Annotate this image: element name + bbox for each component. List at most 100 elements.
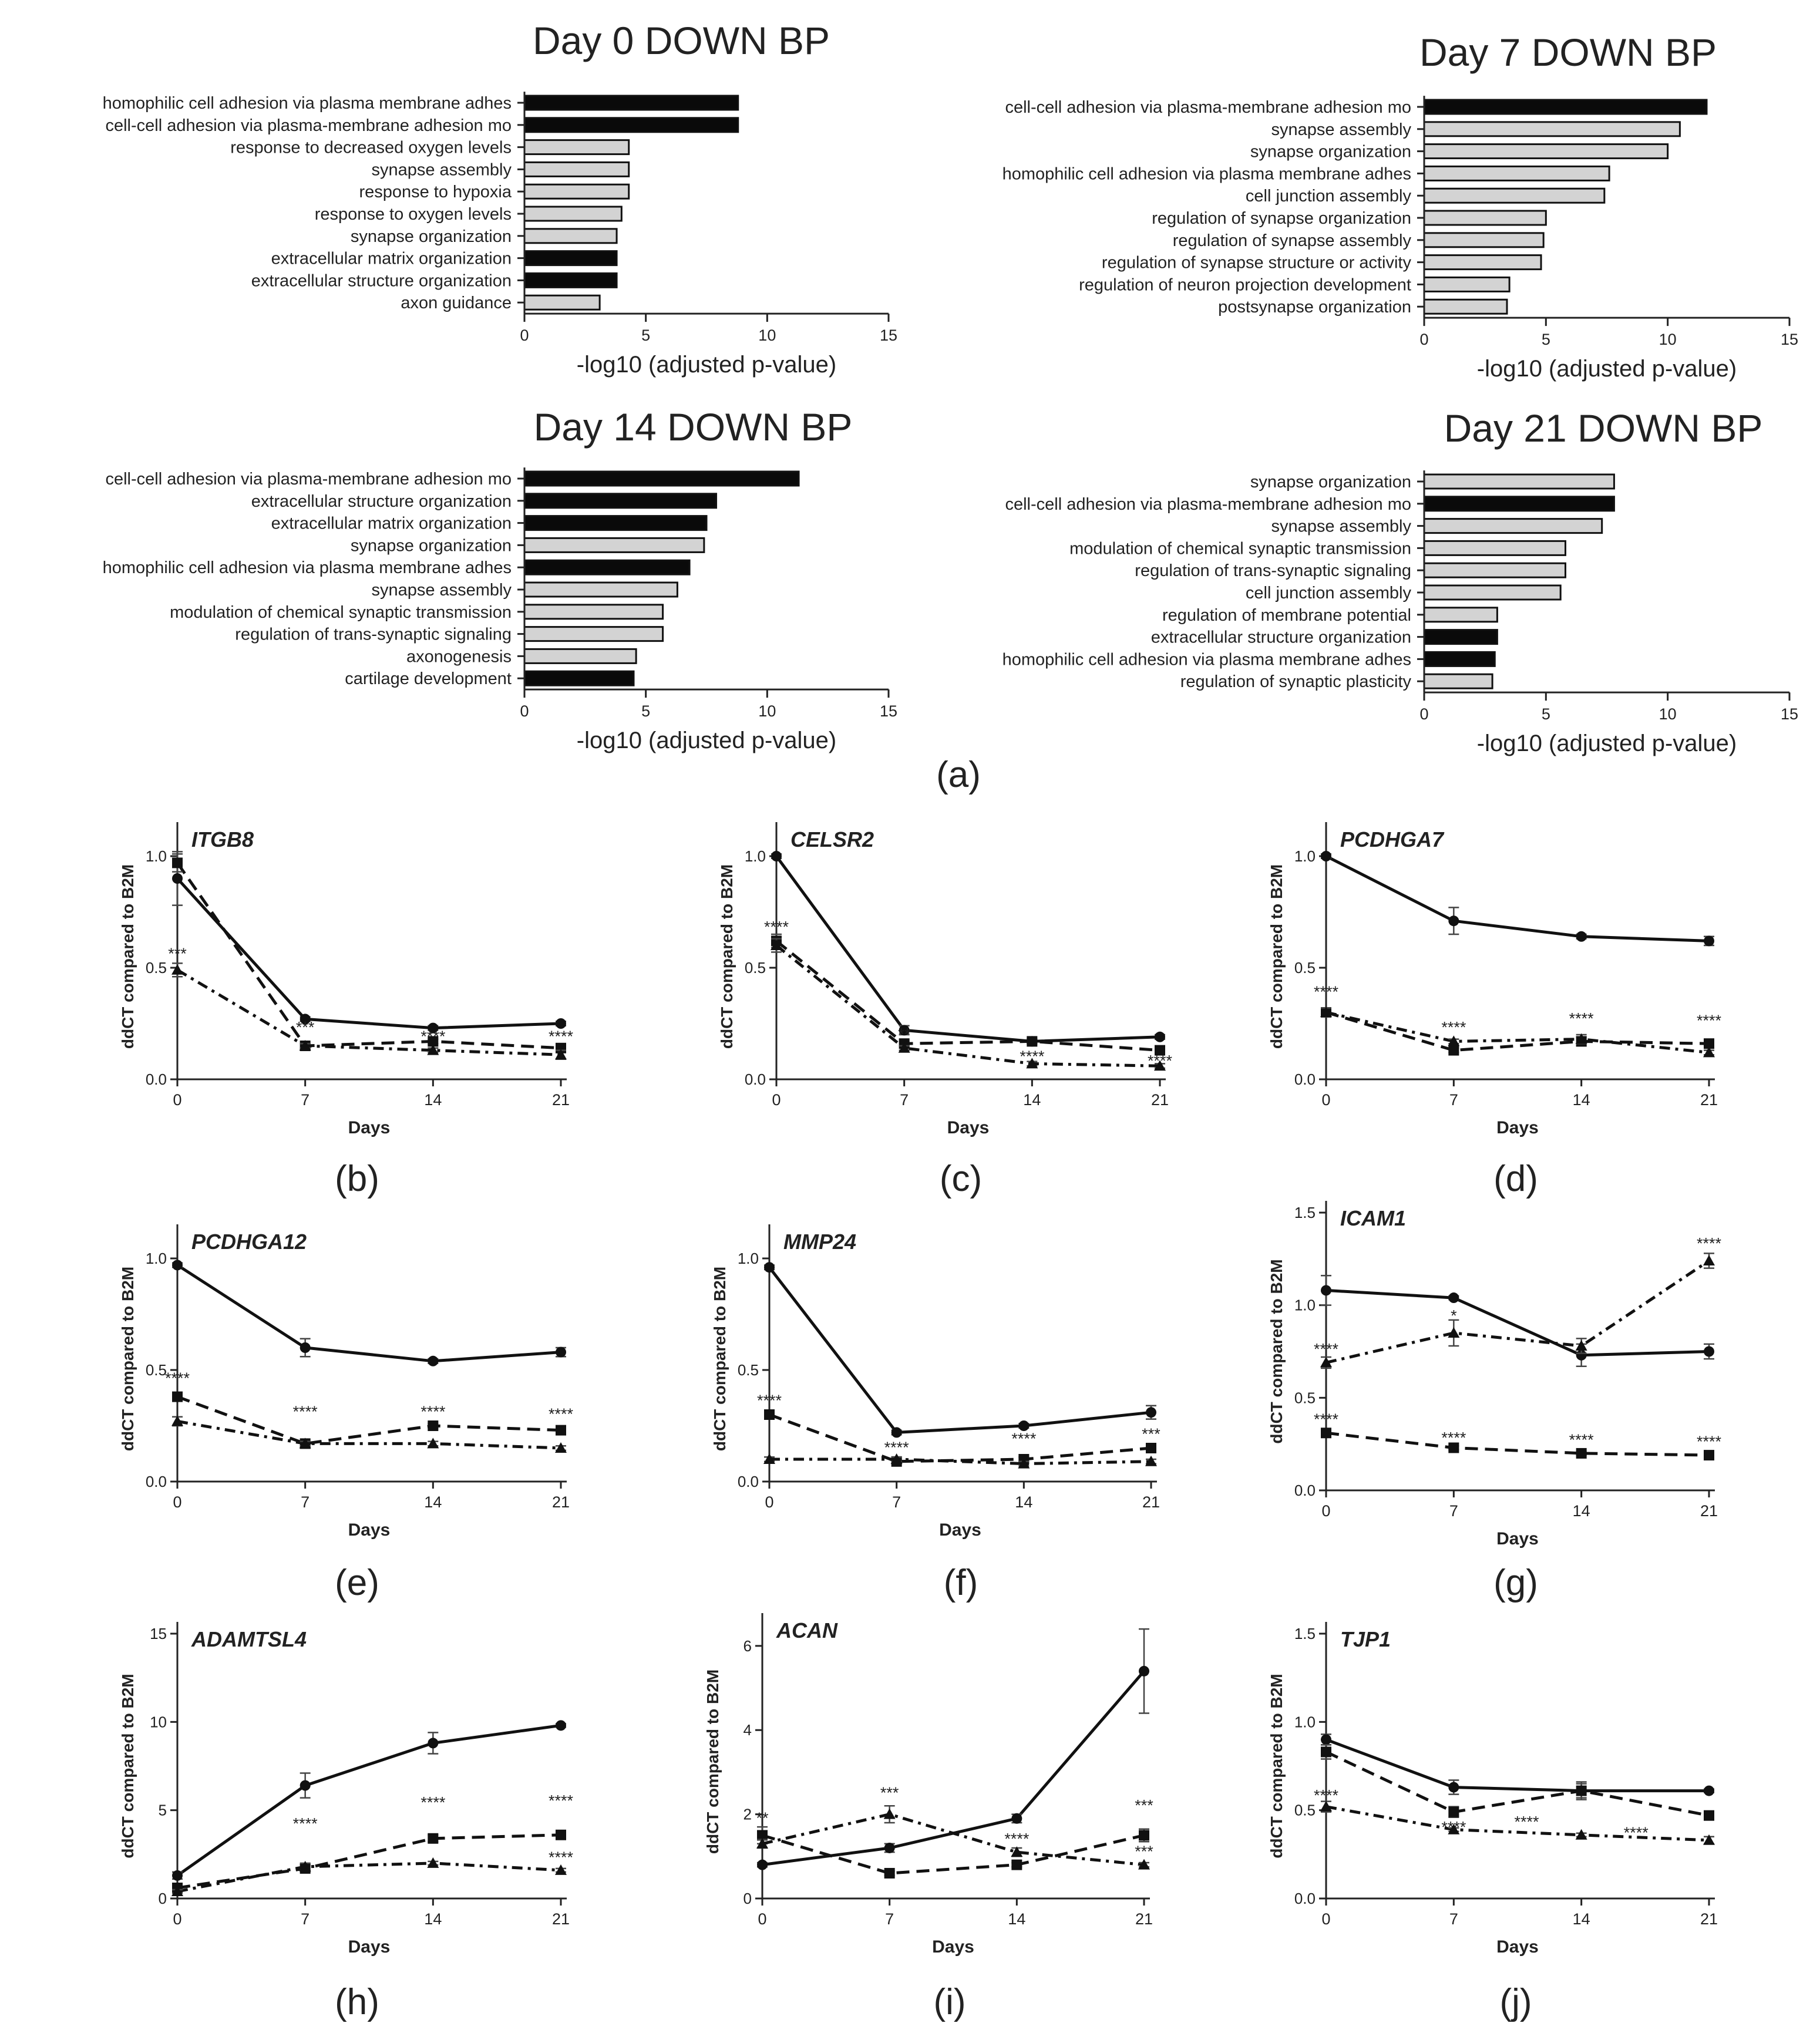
plot-area: 0 7 14 210.00.51.0********** ****: [745, 822, 1173, 1109]
bar: [1423, 165, 1610, 181]
x-tick-label: 0: [520, 326, 529, 344]
figure-label-g: (g): [1493, 1563, 1538, 1603]
significance-annotation: ****: [549, 1405, 574, 1423]
data-point: [427, 1044, 439, 1055]
series-line: [775, 940, 1160, 1052]
data-point: [1146, 1407, 1156, 1418]
data-point: [757, 1830, 768, 1841]
category-label: modulation of chemical synaptic transmis…: [1069, 539, 1411, 558]
series-line: [775, 855, 1160, 1043]
data-point: [1448, 1327, 1460, 1338]
significance-annotation: ****: [1697, 1433, 1722, 1450]
data-point: [555, 1442, 567, 1453]
significance-annotation: ****: [1314, 983, 1339, 1001]
data-point: [172, 1260, 183, 1271]
category-label: axon guidance: [401, 294, 512, 312]
significance-annotation: ****: [1441, 1819, 1466, 1836]
category-label: synapse organization: [1250, 143, 1411, 161]
bar-group: cell-cell adhesion via plasma-membrane a…: [1002, 98, 1708, 317]
bar: [1423, 276, 1511, 292]
x-tick-label: 7: [892, 1493, 901, 1511]
data-point: [1703, 1254, 1715, 1265]
y-tick-label: 0.5: [738, 1361, 759, 1379]
bar-chart-day0: Day 0 DOWN BP homophilic cell adhesion v…: [103, 19, 897, 378]
significance-annotation: ****: [420, 1794, 446, 1812]
y-tick-label: 1.0: [1294, 847, 1316, 865]
plot-area: 0 7 14 21 0.0 0.5 1.0 **** **** **** ****: [1294, 822, 1722, 1109]
series-line: [1326, 1431, 1710, 1457]
data-point: [171, 964, 183, 975]
category-label: extracellular structure organization: [251, 492, 512, 511]
x-tick-label: 7: [885, 1910, 894, 1928]
data-point: [1154, 1060, 1166, 1071]
significance-annotation: ****: [1148, 1052, 1173, 1070]
significance-annotation: ****: [293, 1815, 318, 1833]
x-tick-label: 21: [1142, 1493, 1160, 1511]
category-label: extracellular matrix organization: [271, 514, 512, 533]
significance-annotation: ****: [1697, 1012, 1722, 1029]
gene-label: MMP24: [783, 1230, 856, 1254]
x-tick-label: 0: [758, 1910, 766, 1928]
figure-label-d: (d): [1493, 1159, 1538, 1199]
category-label: cell-cell adhesion via plasma-membrane a…: [1005, 98, 1411, 117]
data-point: [1011, 1859, 1022, 1870]
data-point: [883, 1808, 896, 1819]
axes: 0 5 10 15: [1417, 96, 1798, 348]
category-label: regulation of synaptic plasticity: [1180, 672, 1412, 691]
x-axis-label: Days: [947, 1118, 990, 1137]
data-point: [555, 1049, 567, 1060]
category-label: synapse assembly: [1271, 120, 1411, 139]
category-label: cartilage development: [345, 669, 512, 688]
data-point: [1704, 1038, 1714, 1049]
bar: [523, 294, 601, 311]
significance-annotation: ****: [1441, 1019, 1466, 1036]
series-line: [1326, 1011, 1710, 1052]
bar: [523, 559, 691, 575]
x-tick-label: 14: [1573, 1502, 1590, 1520]
gene-label: ICAM1: [1340, 1206, 1406, 1230]
x-tick-label: 21: [552, 1493, 570, 1511]
data-point: [1155, 1045, 1165, 1056]
significance-annotation: ****: [1314, 1411, 1339, 1428]
bar: [523, 228, 618, 244]
x-tick-label: 21: [1700, 1502, 1718, 1520]
x-tick-label: 14: [1573, 1091, 1590, 1109]
data-point: [1146, 1443, 1156, 1453]
x-tick-label: 7: [301, 1091, 309, 1109]
bar: [1423, 496, 1615, 512]
data-point: [1018, 1457, 1030, 1469]
x-tick-label: 0: [173, 1091, 181, 1109]
y-tick-label: 0.5: [1294, 1802, 1316, 1819]
data-point: [1575, 1033, 1587, 1044]
data-point: [1321, 1285, 1331, 1296]
data-point: [428, 1420, 439, 1431]
series-line: [769, 1413, 1152, 1463]
series-line: [176, 1723, 561, 1877]
chart-title: Day 0 DOWN BP: [533, 19, 830, 62]
x-tick-label: 7: [900, 1091, 909, 1109]
series-line: [775, 944, 1160, 1068]
data-point: [1448, 915, 1459, 927]
data-point: [1321, 1734, 1331, 1745]
bar-group: homophilic cell adhesion via plasma memb…: [103, 94, 739, 312]
category-label: extracellular matrix organization: [271, 250, 512, 268]
x-tick-label: 5: [1542, 331, 1550, 348]
data-point: [428, 1355, 439, 1366]
significance-annotation: ***: [1142, 1425, 1160, 1443]
category-label: synapse assembly: [371, 581, 512, 600]
data-point: [1576, 931, 1587, 942]
series-line: [177, 1861, 561, 1893]
data-point: [1575, 1829, 1587, 1840]
significance-annotation: ****: [1441, 1429, 1466, 1447]
y-axis-label: ddCT compared to B2M: [1267, 1259, 1286, 1443]
category-label: cell junction assembly: [1246, 584, 1412, 602]
chart-title: Day 7 DOWN BP: [1419, 31, 1717, 74]
significance-annotation: ****: [1515, 1813, 1540, 1831]
bar: [1423, 518, 1603, 534]
category-label: response to hypoxia: [359, 183, 512, 201]
data-point: [764, 1262, 775, 1273]
x-tick-label: 21: [1135, 1910, 1153, 1928]
axes: 0 5 10 15: [1417, 470, 1798, 723]
data-point: [555, 1864, 567, 1875]
data-point: [1027, 1036, 1038, 1047]
